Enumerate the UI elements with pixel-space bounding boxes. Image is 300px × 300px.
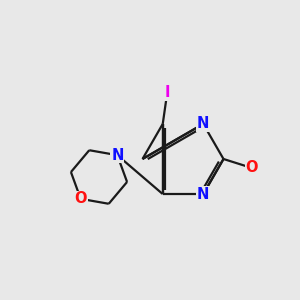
Text: O: O [246, 160, 258, 175]
Text: N: N [111, 148, 124, 163]
Text: O: O [74, 191, 87, 206]
Text: N: N [197, 116, 209, 131]
Text: N: N [197, 187, 209, 202]
Text: I: I [164, 85, 170, 100]
